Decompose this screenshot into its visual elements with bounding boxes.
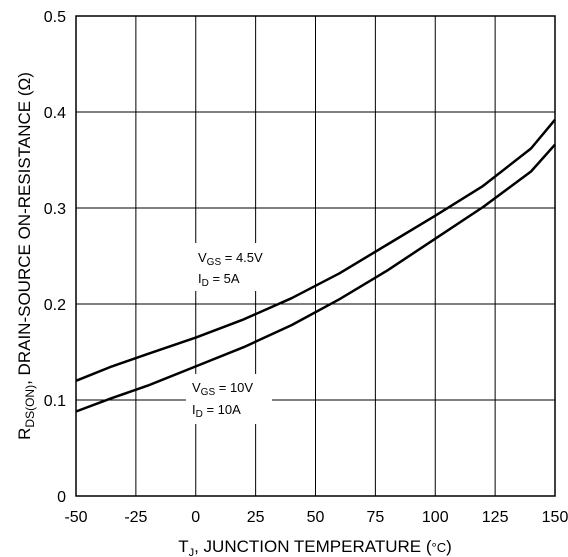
series-line-0: [75, 118, 556, 382]
annotation-vgs-4-5v: VGS = 4.5V: [198, 250, 263, 268]
annotation-bg-10v: [186, 374, 272, 424]
x-tick-label: 50: [307, 509, 325, 526]
y-tick-label: 0.5: [44, 9, 66, 26]
x-tick-labels: -50 -25 0 25 50 75 100 125 150: [64, 509, 568, 526]
x-tick-label: -25: [124, 509, 147, 526]
y-tick-label: 0.4: [44, 105, 66, 122]
x-axis-title: TJ, JUNCTION TEMPERATURE (°C): [178, 537, 452, 557]
x-tick-label: 150: [542, 509, 568, 526]
grid: [76, 16, 555, 496]
x-tick-label: 0: [191, 509, 200, 526]
series-lines: [75, 118, 556, 413]
x-tick-label: 75: [366, 509, 384, 526]
x-tick-label: 25: [247, 509, 265, 526]
annotation-id-5a: ID = 5A: [198, 271, 240, 289]
y-tick-label: 0.2: [44, 297, 66, 314]
annotation-bg-4-5v: [192, 243, 278, 291]
y-tick-label: 0: [57, 489, 66, 506]
x-tick-label: 125: [482, 509, 509, 526]
x-tick-label: 100: [422, 509, 449, 526]
y-tick-label: 0.1: [44, 393, 66, 410]
y-tick-labels: 0 0.1 0.2 0.3 0.4 0.5: [44, 9, 66, 506]
y-tick-label: 0.3: [44, 201, 66, 218]
plot-frame: [75, 15, 556, 497]
x-tick-label: -50: [64, 509, 87, 526]
series-line-1: [75, 143, 556, 413]
y-axis-title: RDS(ON), DRAIN-SOURCE ON-RESISTANCE (Ω): [15, 72, 37, 440]
annotation-id-10a: ID = 10A: [192, 402, 241, 420]
annotation-vgs-10v: VGS = 10V: [192, 380, 253, 398]
